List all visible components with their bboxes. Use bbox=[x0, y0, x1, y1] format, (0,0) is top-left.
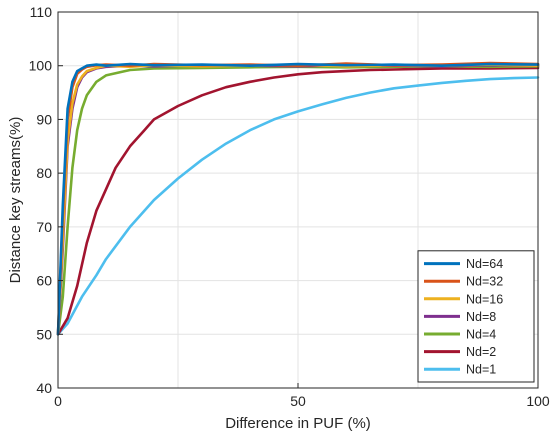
series-line-nd-2 bbox=[56, 66, 540, 336]
legend-label-nd-16: Nd=16 bbox=[466, 292, 503, 306]
legend-label-nd-64: Nd=64 bbox=[466, 257, 503, 271]
y-tick-label: 80 bbox=[36, 165, 52, 181]
y-tick-label: 60 bbox=[36, 273, 52, 289]
legend-label-nd-8: Nd=8 bbox=[466, 310, 496, 324]
legend: Nd=64 Nd=32 Nd=16 Nd=8 Nd=4 Nd=2 Nd=1 bbox=[417, 250, 535, 383]
x-tick-label: 50 bbox=[290, 393, 306, 409]
series-layer bbox=[56, 61, 540, 336]
x-axis-label: Difference in PUF (%) bbox=[225, 415, 371, 432]
legend-label-nd-1: Nd=1 bbox=[466, 363, 496, 377]
legend-label-nd-32: Nd=32 bbox=[466, 275, 503, 289]
y-tick-label: 50 bbox=[36, 326, 52, 342]
y-axis-label: Distance key streams(%) bbox=[7, 117, 24, 284]
series-line-nd-64 bbox=[56, 62, 540, 336]
series-line-nd-1 bbox=[56, 76, 540, 336]
y-tick-label: 70 bbox=[36, 219, 52, 235]
x-tick-label: 0 bbox=[54, 393, 62, 409]
x-tick-label: 100 bbox=[526, 393, 550, 409]
y-tick-label: 110 bbox=[30, 4, 53, 20]
x-axis-ticks: 0 50 100 bbox=[54, 383, 550, 409]
y-axis-ticks: 40 50 60 70 80 90 100 110 bbox=[29, 4, 63, 396]
legend-label-nd-2: Nd=2 bbox=[466, 345, 496, 359]
y-tick-label: 90 bbox=[36, 111, 52, 127]
y-tick-label: 100 bbox=[29, 58, 53, 74]
legend-label-nd-4: Nd=4 bbox=[466, 328, 496, 342]
y-tick-label: 40 bbox=[36, 380, 52, 396]
